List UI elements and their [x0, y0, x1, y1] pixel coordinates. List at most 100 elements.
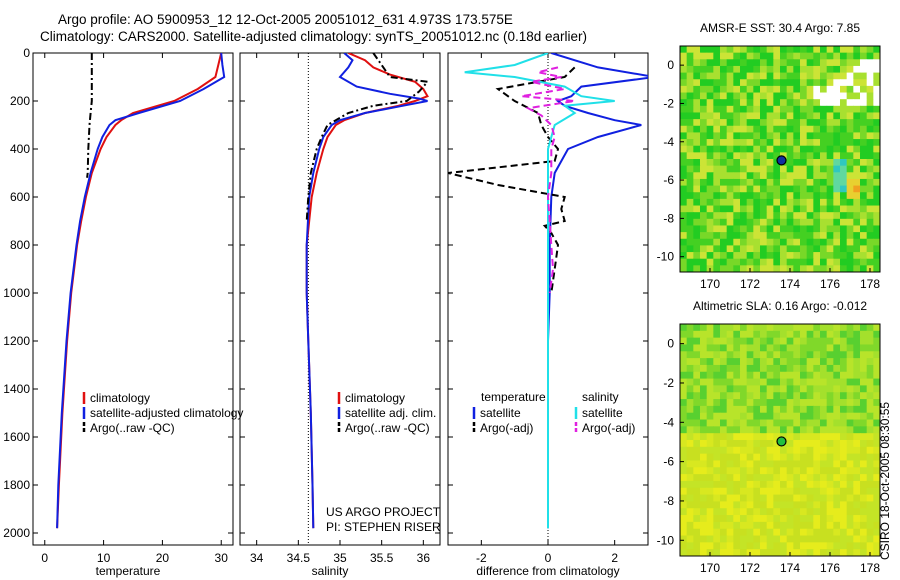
map-cell — [720, 198, 728, 207]
map-cell — [860, 99, 868, 107]
map-cell — [813, 501, 821, 509]
series-line-3 — [305, 53, 430, 222]
map-cell — [760, 112, 768, 120]
map-cell — [846, 232, 854, 240]
map-cell — [706, 467, 714, 475]
map-cell — [866, 344, 874, 352]
map-cell — [706, 515, 714, 523]
map-cell — [806, 225, 814, 233]
map-cell — [846, 52, 854, 60]
map-cell — [760, 46, 768, 54]
map-cell — [726, 159, 734, 167]
map-cell — [800, 467, 808, 475]
map-cell — [860, 59, 868, 67]
map-cell — [786, 453, 794, 461]
map-cell — [800, 245, 808, 253]
map-cell — [680, 494, 688, 502]
map-cell — [720, 351, 728, 359]
map-cell — [713, 399, 721, 407]
map-cell — [840, 232, 848, 240]
map-cell — [840, 364, 848, 373]
map-cell — [680, 265, 688, 273]
map-cell — [786, 351, 794, 359]
map-cell — [713, 446, 721, 455]
map-cell — [733, 508, 741, 516]
map-cell — [800, 371, 808, 380]
map-cell — [693, 46, 701, 54]
map-cell — [733, 218, 741, 226]
map-cell — [820, 85, 828, 94]
map-cell — [820, 238, 828, 246]
map-cell — [720, 358, 728, 366]
map-cell — [686, 378, 694, 386]
map-cell — [833, 371, 841, 380]
map-cell — [826, 474, 834, 482]
map-cell — [820, 212, 828, 220]
map-cell — [700, 453, 708, 461]
map-cell — [866, 330, 874, 339]
map-cell — [686, 358, 694, 366]
map-x-tick-label: 174 — [780, 561, 800, 575]
map-cell — [806, 99, 814, 107]
map-cell — [780, 205, 788, 213]
map-cell — [713, 330, 721, 339]
map-cell — [800, 145, 808, 153]
map-cell — [680, 426, 688, 434]
map-cell — [860, 165, 868, 173]
map-cell — [686, 52, 694, 60]
map-cell — [760, 330, 768, 339]
map-cells — [680, 46, 881, 273]
map-cell — [813, 542, 821, 550]
y-tick-label: 600 — [10, 190, 30, 204]
map-cell — [686, 59, 694, 67]
map-cell — [793, 72, 801, 80]
map-cell — [680, 152, 688, 160]
map-cell — [746, 245, 754, 253]
map-cell — [853, 440, 861, 448]
map-cell — [773, 72, 781, 80]
map-cell — [706, 440, 714, 448]
map-cell — [793, 344, 801, 352]
map-cell — [740, 52, 748, 60]
map-cell — [680, 198, 688, 207]
map-cell — [726, 330, 734, 339]
map-cell — [693, 337, 701, 345]
map-cell — [740, 371, 748, 380]
map-cell — [760, 371, 768, 380]
figure-title-line2: Climatology: CARS2000. Satellite-adjuste… — [40, 29, 588, 44]
map-cell — [860, 358, 868, 366]
map-cell — [800, 364, 808, 373]
map-cell — [700, 324, 708, 332]
map-cell — [680, 145, 688, 153]
map-cell — [706, 460, 714, 468]
map-cell — [753, 515, 761, 523]
map-cell — [840, 528, 848, 537]
map-cell — [720, 474, 728, 482]
map-cell — [840, 79, 848, 87]
map-cell — [786, 344, 794, 352]
map-cell — [766, 245, 774, 253]
map-cell — [800, 52, 808, 60]
map-cell — [793, 337, 801, 345]
map-cell — [800, 330, 808, 339]
map-cell — [766, 358, 774, 366]
map-cell — [780, 521, 788, 530]
map-cell — [686, 192, 694, 200]
map-cell — [800, 494, 808, 502]
map-cell — [793, 419, 801, 427]
map-cell — [800, 344, 808, 352]
map-cell — [733, 440, 741, 448]
map-cell — [800, 165, 808, 173]
map-cell — [873, 399, 881, 407]
map-cell — [793, 46, 801, 54]
map-cell — [820, 65, 828, 74]
map-cell — [706, 446, 714, 455]
map-cell — [866, 152, 874, 160]
map-cell — [813, 52, 821, 60]
map-cell — [760, 385, 768, 393]
map-cell — [740, 238, 748, 246]
map-y-tick-label: -2 — [663, 376, 674, 390]
map-cell — [846, 480, 854, 489]
map-cell — [680, 405, 688, 414]
